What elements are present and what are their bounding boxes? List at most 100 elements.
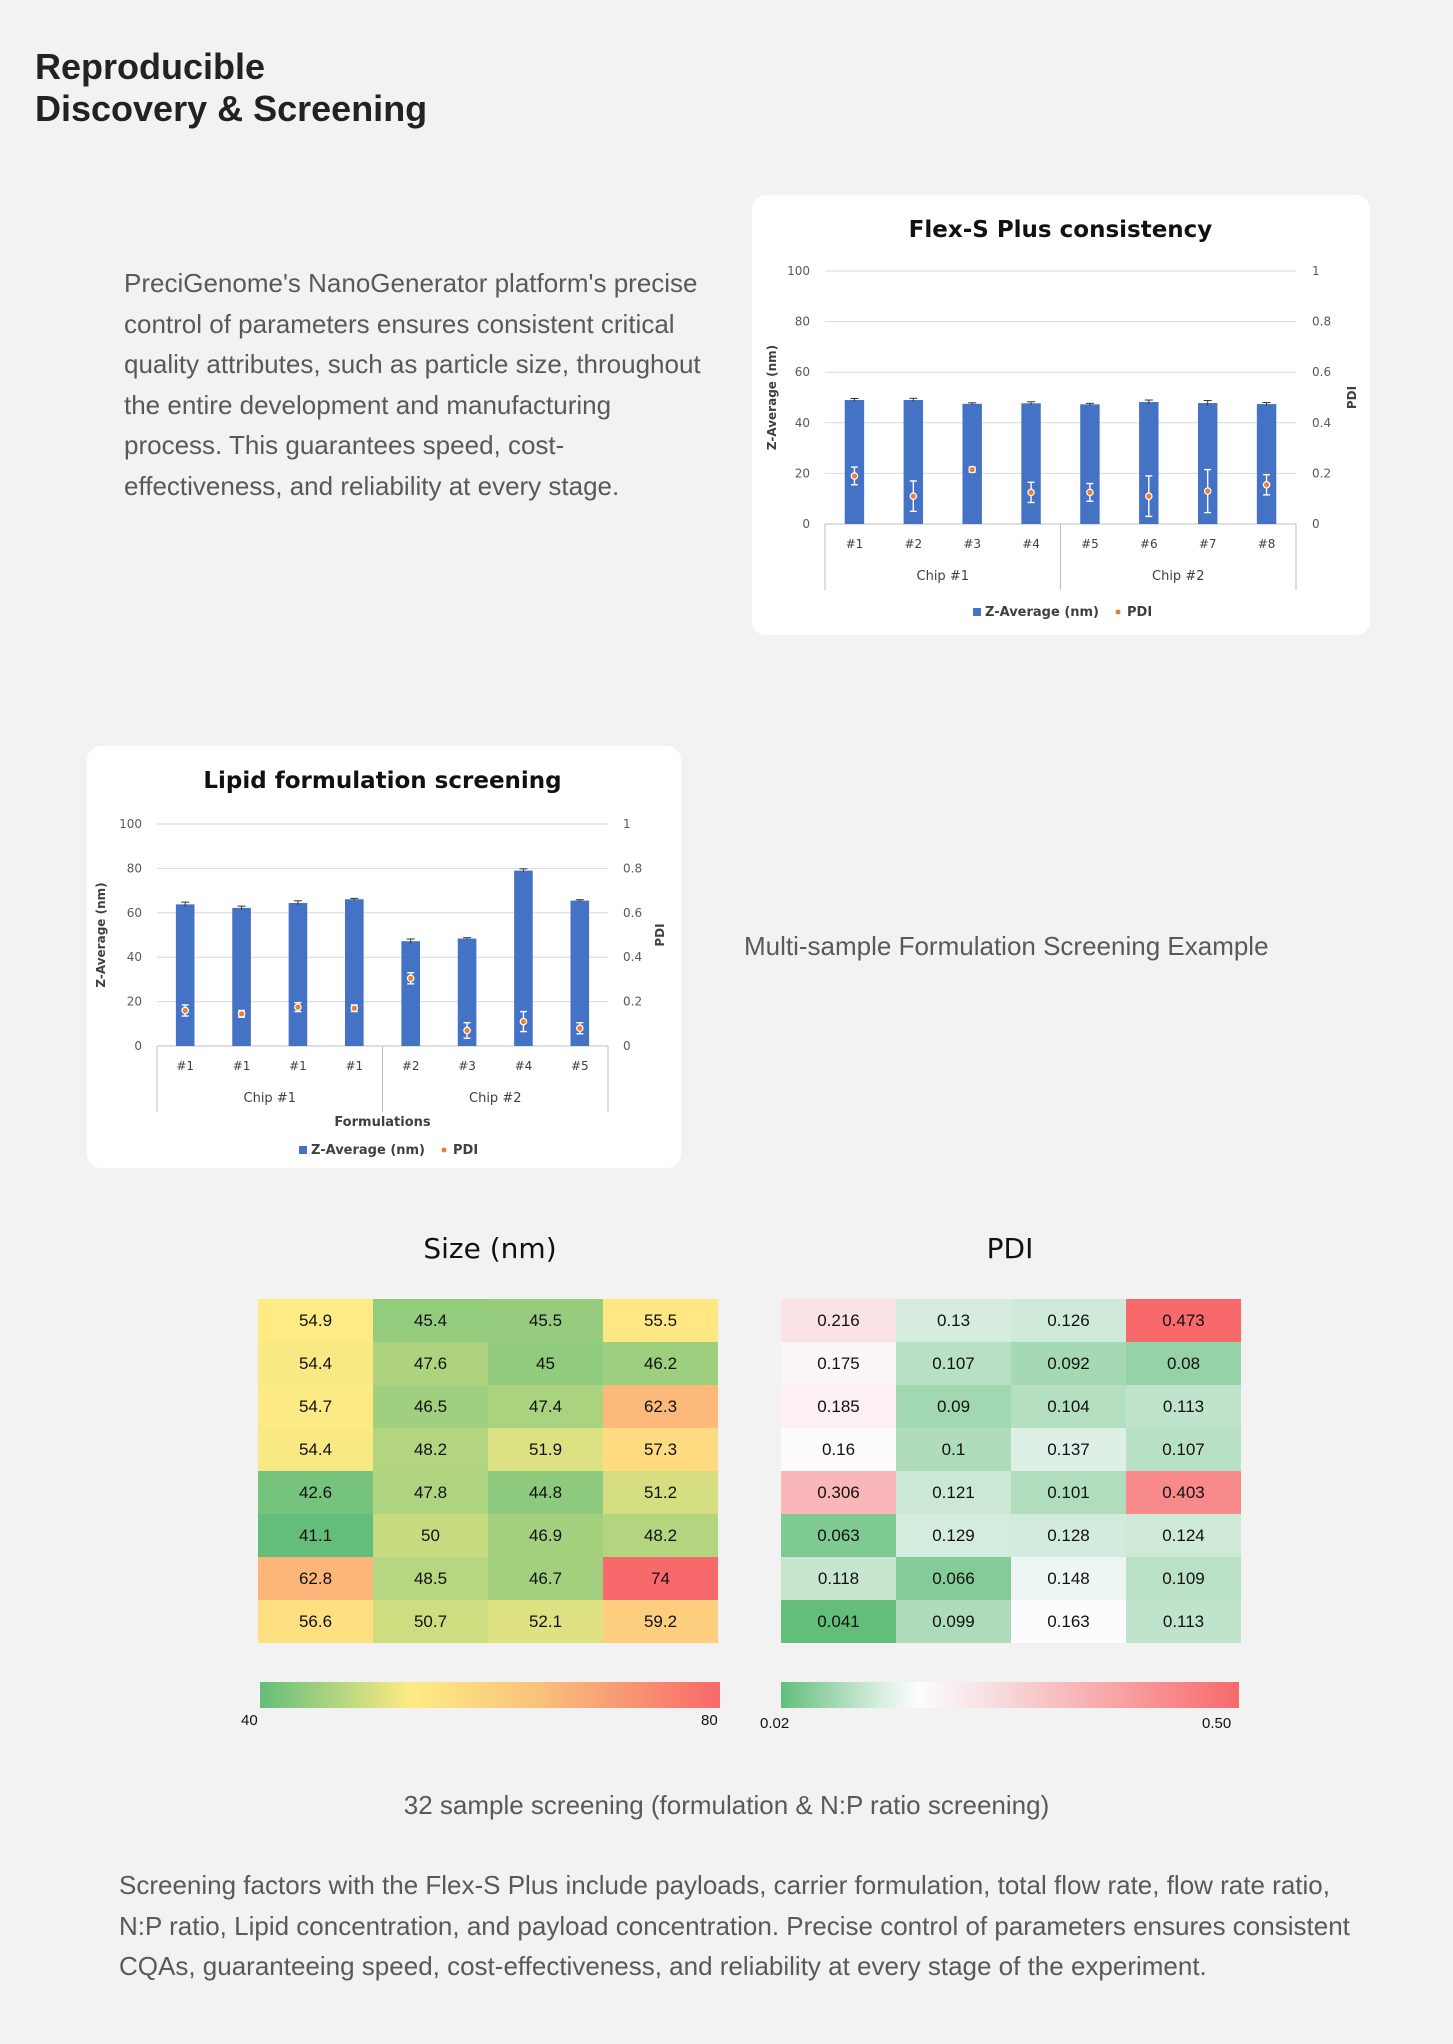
- size-heatmap-cell: 54.4: [258, 1342, 373, 1385]
- screening-32-caption: 32 sample screening (formulation & N:P r…: [403, 1790, 1050, 1820]
- size-heatmap-cell: 52.1: [488, 1600, 603, 1643]
- size-heatmap-cell: 54.7: [258, 1385, 373, 1428]
- x-tick-label: #2: [904, 537, 922, 551]
- consistency-chart: Flex-S Plus consistency 0 0 20 0.2 40 0.4 60 0.6…: [765, 217, 1359, 620]
- size-heatmap-cell: 51.9: [488, 1428, 603, 1471]
- x-tick-label: #6: [1140, 537, 1158, 551]
- pdi-point: [1262, 480, 1271, 489]
- size-heatmap-cell: 42.6: [258, 1471, 373, 1514]
- bar: [570, 900, 590, 1046]
- size-heatmap-cell: 44.8: [488, 1471, 603, 1514]
- pdi-point: [519, 1017, 528, 1026]
- x-tick-label: #8: [1258, 537, 1276, 551]
- pdi-point: [350, 1004, 359, 1013]
- pdi-point: [406, 974, 415, 983]
- y2-tick-label: 0.2: [623, 995, 642, 1009]
- y2-tick-label: 0.6: [1312, 365, 1331, 379]
- size-heatmap-cell: 51.2: [603, 1471, 718, 1514]
- pdi-heatmap-cell: 0.137: [1011, 1428, 1126, 1471]
- pdi-point: [1027, 488, 1035, 497]
- footer-paragraph: Screening factors with the Flex-S Plus i…: [119, 1870, 1350, 1981]
- size-heatmap-cell: 45: [488, 1342, 603, 1385]
- size-heatmap-cell: 46.9: [488, 1514, 603, 1557]
- pdi-heatmap-cell: 0.09: [896, 1385, 1011, 1428]
- size-heatmap-cell: 62.3: [603, 1385, 718, 1428]
- y-tick-label: 100: [119, 817, 142, 831]
- pdi-heatmap-cell: 0.101: [1011, 1471, 1126, 1514]
- x-tick-label: #5: [571, 1059, 589, 1073]
- pdi-heatmap-cell: 0.113: [1126, 1385, 1241, 1428]
- y-axis-title: Z-Average (nm): [765, 345, 779, 450]
- pdi-heatmap-cell: 0.128: [1011, 1514, 1126, 1557]
- pdi-point: [463, 1026, 471, 1035]
- x-tick-label: #4: [515, 1059, 533, 1073]
- legend-pdi-swatch: [1115, 609, 1121, 615]
- legend-bar-swatch: [299, 1146, 307, 1154]
- pdi-point: [294, 1003, 302, 1011]
- x-tick-label: #3: [963, 537, 981, 551]
- size-scale-max: 80: [701, 1712, 718, 1729]
- pdi-point: [576, 1024, 584, 1033]
- y2-tick-label: 0.4: [623, 950, 642, 964]
- x-tick-label: #2: [402, 1059, 420, 1073]
- bar: [401, 941, 420, 1046]
- legend-pdi-swatch: [441, 1147, 447, 1153]
- size-heatmap-cell: 48.2: [603, 1514, 718, 1557]
- y-tick-label: 0: [134, 1039, 142, 1053]
- chart-title: Flex-S Plus consistency: [909, 217, 1213, 243]
- y-axis-title: Z-Average (nm): [94, 882, 108, 987]
- x-tick-label: #1: [846, 537, 864, 551]
- size-heatmap-cell: 46.2: [603, 1342, 718, 1385]
- multi-sample-caption: Multi-sample Formulation Screening Examp…: [744, 931, 1269, 961]
- y-tick-label: 40: [127, 950, 142, 964]
- pdi-point: [968, 465, 976, 474]
- page-title-line1: Reproducible: [35, 46, 266, 87]
- legend-bar-label: Z-Average (nm): [985, 605, 1099, 620]
- pdi-heatmap-cell: 0.121: [896, 1471, 1011, 1514]
- x-tick-label: #1: [176, 1059, 194, 1073]
- size-heatmap-cell: 47.8: [373, 1471, 488, 1514]
- pdi-heatmap-cell: 0.473: [1126, 1299, 1241, 1342]
- x-tick-label: #1: [233, 1059, 251, 1073]
- size-heatmap-cell: 55.5: [603, 1299, 718, 1342]
- pdi-scale-min: 0.02: [760, 1715, 790, 1732]
- size-heatmap-cell: 50: [373, 1514, 488, 1557]
- pdi-heatmap-cell: 0.08: [1126, 1342, 1241, 1385]
- size-heatmap-cell: 50.7: [373, 1600, 488, 1643]
- bar: [1080, 404, 1100, 524]
- pdi-heatmap-cell: 0.063: [781, 1514, 896, 1557]
- formulation-chart: Lipid formulation screening 0 0 20 0.2 40 0.4 6…: [94, 768, 667, 1158]
- x-tick-label: #7: [1199, 537, 1217, 551]
- size-heatmap-cell: 54.9: [258, 1299, 373, 1342]
- pdi-heatmap-cell: 0.1: [896, 1428, 1011, 1471]
- y-tick-label: 60: [795, 365, 810, 379]
- pdi-heatmap-cell: 0.124: [1126, 1514, 1241, 1557]
- pdi-heatmap-cell: 0.129: [896, 1514, 1011, 1557]
- y2-tick-label: 0: [623, 1039, 631, 1053]
- bar: [345, 899, 364, 1046]
- pdi-heatmap-cell: 0.16: [781, 1428, 896, 1471]
- legend-pdi-label: PDI: [453, 1143, 478, 1158]
- bar: [962, 403, 982, 524]
- size-heatmap-cell: 47.6: [373, 1342, 488, 1385]
- size-heatmap-cell: 59.2: [603, 1600, 718, 1643]
- y2-tick-label: 0.8: [623, 861, 642, 875]
- bar: [1197, 403, 1218, 524]
- pdi-point: [1145, 492, 1153, 500]
- size-color-scale: [260, 1682, 720, 1708]
- y2-axis-title: PDI: [653, 923, 667, 946]
- bar: [175, 904, 195, 1046]
- pdi-heatmap-cell: 0.403: [1126, 1471, 1241, 1514]
- pdi-heatmap-cell: 0.104: [1011, 1385, 1126, 1428]
- y-tick-label: 60: [127, 906, 142, 920]
- y-tick-label: 0: [802, 517, 810, 531]
- bar: [288, 903, 308, 1046]
- pdi-heatmap-cell: 0.163: [1011, 1600, 1126, 1643]
- pdi-heatmap-cell: 0.099: [896, 1600, 1011, 1643]
- formulation-chart-card: Lipid formulation screening 0 0 20 0.2 40 0.4 6…: [87, 746, 681, 1168]
- size-heatmap-cell: 45.4: [373, 1299, 488, 1342]
- bar: [1256, 404, 1277, 524]
- y-tick-label: 20: [127, 995, 142, 1009]
- bar: [457, 938, 477, 1046]
- size-heatmap-cell: 56.6: [258, 1600, 373, 1643]
